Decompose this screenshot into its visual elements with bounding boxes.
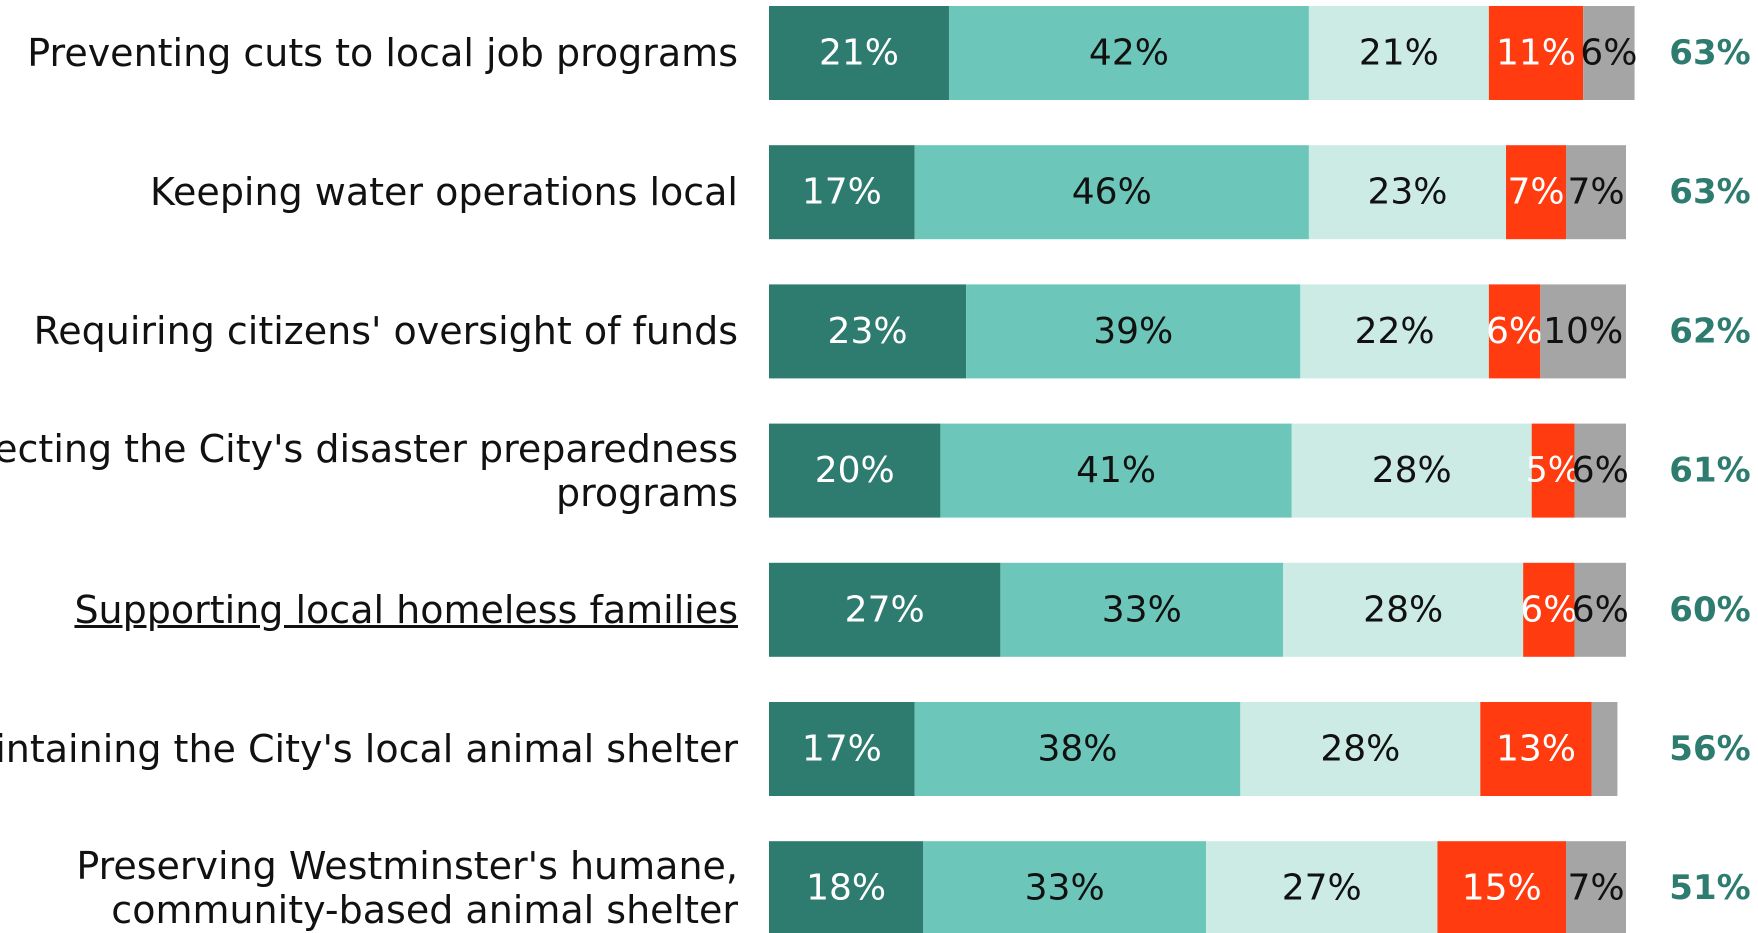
value-label: 6% [1580, 33, 1637, 74]
bar-segment [923, 841, 1207, 933]
bar-segment [1506, 145, 1567, 240]
total-label: 56% [1669, 729, 1750, 769]
bar-segment [1308, 6, 1489, 100]
category-label: Protecting the City's disaster preparedn… [0, 426, 738, 515]
category-label: Requiring citizens' oversight of funds [33, 309, 738, 354]
bar-segment [769, 841, 924, 933]
bar-segment [769, 423, 941, 518]
value-label: 6% [1572, 450, 1629, 491]
total-label: 51% [1669, 868, 1750, 908]
bar-segment [914, 145, 1309, 240]
value-label: 11% [1496, 33, 1576, 74]
value-label: 39% [1093, 311, 1173, 352]
value-label: 46% [1072, 172, 1152, 213]
value-label: 17% [802, 729, 882, 770]
bar-segment [1566, 841, 1626, 933]
bar-segment [1437, 841, 1567, 933]
value-label: 20% [815, 450, 895, 491]
bar-segment [1531, 423, 1575, 518]
bar-segment [1488, 284, 1541, 379]
bar-segment [1488, 6, 1584, 100]
bar-segment [1000, 562, 1284, 657]
bar-segment [940, 423, 1292, 518]
bar-segment [1574, 562, 1626, 657]
value-label: 5% [1526, 451, 1581, 491]
value-label: 15% [1462, 868, 1542, 909]
bar-segment [948, 6, 1309, 100]
value-label: 22% [1355, 311, 1435, 352]
value-label: 27% [845, 589, 925, 630]
bar-segment [769, 562, 1001, 657]
value-label: 13% [1496, 729, 1576, 770]
category-label: Maintaining the City's local animal shel… [0, 727, 738, 771]
category-label: Supporting local homeless families [74, 587, 738, 632]
value-label: 33% [1102, 589, 1182, 630]
value-label: 6% [1520, 589, 1577, 630]
bar-segment [769, 702, 915, 796]
value-label: 7% [1507, 172, 1564, 213]
category-label: Preventing cuts to local job programs [27, 31, 738, 75]
total-label: 63% [1669, 172, 1750, 212]
bar-segment [1291, 423, 1532, 518]
bar-segment [1308, 145, 1507, 240]
bar-segment [1240, 702, 1481, 796]
value-label: 23% [1367, 172, 1447, 213]
total-label: 63% [1669, 33, 1750, 73]
bar-segment [1283, 562, 1524, 657]
bar-segment [769, 145, 915, 240]
bar-segment [1574, 423, 1626, 518]
bar-segment [1540, 284, 1626, 379]
value-label: 23% [828, 311, 908, 352]
value-label: 28% [1372, 450, 1452, 491]
bar-segment [1300, 284, 1489, 379]
value-label: 7% [1567, 172, 1624, 213]
value-label: 27% [1282, 868, 1362, 909]
bar-segment [1523, 562, 1575, 657]
category-label: Preserving Westminster's humane, communi… [76, 844, 738, 933]
value-label: 17% [802, 172, 882, 213]
value-label: 21% [819, 33, 899, 74]
total-label: 61% [1669, 451, 1750, 491]
total-label: 62% [1669, 311, 1750, 351]
bar-segment [1480, 702, 1592, 796]
value-label: 10% [1543, 311, 1623, 352]
value-label: 42% [1089, 33, 1169, 74]
bar-segment [769, 284, 967, 379]
category-label: Keeping water operations local [150, 170, 738, 215]
value-label: 38% [1038, 729, 1118, 770]
bar-segment [1583, 6, 1635, 100]
value-label: 18% [806, 868, 886, 909]
bar-segment [769, 6, 949, 100]
value-label: 21% [1359, 33, 1439, 74]
value-label: 41% [1076, 450, 1156, 491]
bar-segment [1206, 841, 1438, 933]
value-label: 6% [1486, 311, 1543, 352]
value-label: 33% [1025, 868, 1105, 909]
total-label: 60% [1669, 590, 1750, 630]
value-label: 28% [1320, 729, 1400, 770]
bar-segment [1566, 145, 1626, 240]
value-label: 7% [1567, 868, 1624, 909]
value-label: 6% [1572, 589, 1629, 630]
bar-segment [914, 702, 1241, 796]
value-label: 28% [1363, 589, 1443, 630]
bar-segment [1591, 702, 1618, 796]
bar-segment [966, 284, 1301, 379]
